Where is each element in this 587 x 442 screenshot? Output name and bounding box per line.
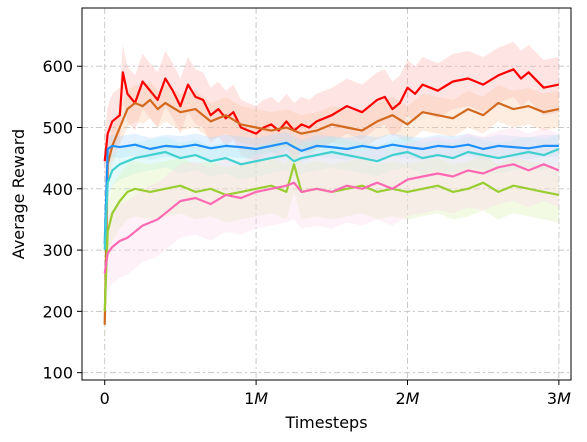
y-tick-label: 600 — [42, 57, 73, 76]
series-band-3 — [104, 133, 559, 266]
x-axis-label: Timesteps — [284, 413, 367, 432]
y-tick-label: 200 — [42, 302, 73, 321]
plot-frame — [81, 7, 572, 381]
series-line-5 — [103, 163, 560, 274]
x-ticks: 0 1M 2M 3M — [100, 380, 571, 408]
series-line-0 — [103, 68, 560, 162]
x-tick-label: 1M — [244, 389, 268, 408]
series-lines — [103, 68, 560, 325]
y-tick-label: 100 — [42, 364, 73, 383]
series-band-4 — [104, 136, 559, 339]
grid — [82, 8, 571, 380]
y-ticks: 100 200 300 400 500 600 — [42, 57, 82, 383]
y-axis-label: Average Reward — [9, 129, 28, 259]
y-tick-label: 400 — [42, 180, 73, 199]
series-line-2 — [103, 141, 559, 244]
y-tick-label: 500 — [42, 119, 73, 138]
series-line-3 — [103, 147, 560, 251]
x-tick-label: 0 — [100, 389, 110, 408]
x-tick-label: 3M — [547, 389, 571, 408]
series-band-2 — [104, 131, 559, 255]
series-band-1 — [104, 81, 559, 344]
series-line-1 — [103, 98, 560, 325]
series-band-5 — [104, 127, 559, 311]
x-tick-label: 2M — [395, 389, 419, 408]
y-tick-label: 300 — [42, 241, 73, 260]
